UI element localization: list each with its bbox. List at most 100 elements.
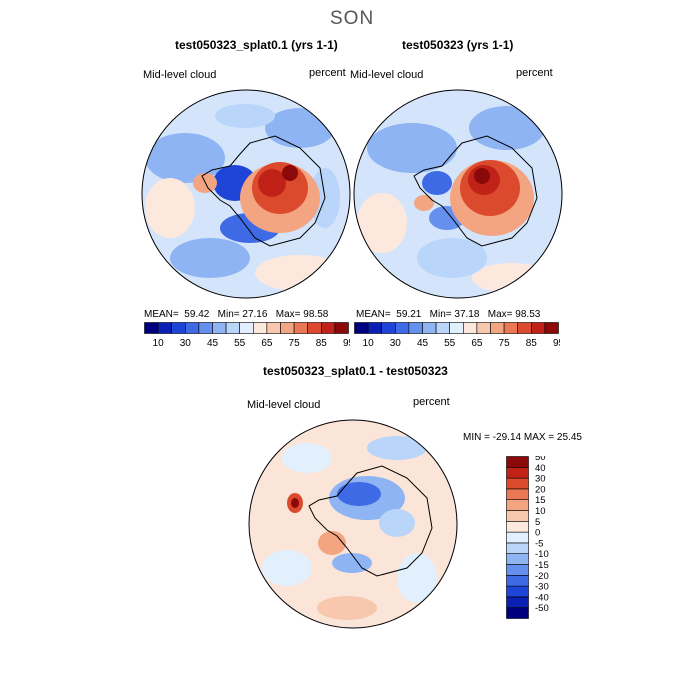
right-colorbar-swatch xyxy=(517,322,532,334)
left-colorbar-tick-label: 65 xyxy=(261,338,273,348)
right-colorbar-tick-label: 10 xyxy=(363,338,375,348)
right-mean-value: 59.21 xyxy=(396,309,422,320)
left-colorbar-swatch xyxy=(198,322,213,334)
left-variable-label: Mid-level cloud xyxy=(143,69,217,81)
diff-units-label: percent xyxy=(413,396,450,408)
right-colorbar-tick-label: 65 xyxy=(471,338,483,348)
diff-colorbar-tick-label: -40 xyxy=(535,592,549,603)
right-colorbar-swatch xyxy=(544,322,559,334)
right-max-value: 98.53 xyxy=(515,309,541,320)
diff-colorbar-tick-label: -20 xyxy=(535,571,549,582)
diff-colorbar-swatch xyxy=(506,521,529,533)
diff-variable-label: Mid-level cloud xyxy=(247,399,321,411)
diff-colorbar-tick-label: 40 xyxy=(535,463,546,474)
left-max-label: Max= xyxy=(275,309,301,320)
diff-colorbar-swatch xyxy=(506,456,529,468)
left-colorbar-tick-label: 85 xyxy=(316,338,328,348)
left-colorbar-tick-label: 30 xyxy=(180,338,192,348)
diff-colorbar-swatch xyxy=(506,467,529,479)
diff-colorbar-swatch xyxy=(506,585,529,598)
diff-polar-map xyxy=(248,419,458,629)
diff-colorbar-tick-label: 30 xyxy=(535,474,546,485)
left-colorbar-swatch xyxy=(212,322,227,334)
right-colorbar-swatch xyxy=(435,322,450,334)
right-variable-label: Mid-level cloud xyxy=(350,69,424,81)
diff-colorbar-swatch xyxy=(506,607,529,619)
left-colorbar-swatch xyxy=(334,322,349,334)
left-mean-value: 59.42 xyxy=(184,309,210,320)
right-colorbar-swatch xyxy=(408,322,423,334)
right-colorbar-swatch xyxy=(449,322,464,334)
left-colorbar-swatch xyxy=(184,322,200,334)
diff-colorbar-tick-label: 10 xyxy=(535,506,546,517)
left-panel-title: test050323_splat0.1 (yrs 1-1) xyxy=(175,38,338,52)
diff-colorbar-tick-label: -15 xyxy=(535,560,549,571)
figure-title: SON xyxy=(330,8,375,29)
diff-colorbar-swatch xyxy=(506,531,529,544)
diff-colorbar-tick-label: 50 xyxy=(535,456,546,463)
left-colorbar-swatch xyxy=(225,322,240,334)
left-max-value: 98.58 xyxy=(303,309,329,320)
left-colorbar-tick-label: 10 xyxy=(153,338,165,348)
diff-colorbar-tick-label: -5 xyxy=(535,538,543,549)
diff-colorbar-swatch xyxy=(506,499,529,511)
left-colorbar-swatch xyxy=(307,322,322,334)
left-colorbar-tick-label: 55 xyxy=(234,338,246,348)
right-min-label: Min= xyxy=(429,309,452,320)
right-colorbar-swatch xyxy=(490,322,505,334)
diff-colorbar-swatch xyxy=(506,510,529,522)
right-colorbar-swatch xyxy=(476,322,491,334)
left-colorbar-tick-label: 45 xyxy=(207,338,219,348)
left-stats: MEAN= 59.42 Min= 27.16 Max= 98.58 xyxy=(144,309,328,320)
left-mean-label: MEAN= xyxy=(144,309,179,320)
right-colorbar-swatch xyxy=(531,322,546,334)
diff-colorbar-swatch xyxy=(506,596,529,608)
diff-colorbar-swatch xyxy=(506,553,529,565)
left-colorbar-swatch xyxy=(239,322,254,334)
right-colorbar-swatch xyxy=(367,322,383,334)
left-colorbar-tick-label: 95 xyxy=(343,338,350,348)
left-min-label: Min= xyxy=(217,309,240,320)
left-colorbar-swatch xyxy=(171,322,186,334)
right-colorbar: 10 30 45 55 65 75 85 95 xyxy=(354,322,560,348)
diff-panel-title: test050323_splat0.1 - test050323 xyxy=(263,364,448,378)
right-colorbar-tick-label: 45 xyxy=(417,338,429,348)
left-colorbar-swatch xyxy=(293,322,309,334)
diff-colorbar-tick-label: -50 xyxy=(535,603,549,614)
right-colorbar-tick-label: 85 xyxy=(526,338,538,348)
right-min-value: 37.18 xyxy=(454,309,480,320)
diff-colorbar-swatch xyxy=(506,564,529,576)
left-colorbar-swatch xyxy=(266,322,281,334)
left-colorbar-swatch xyxy=(157,322,173,334)
diff-colorbar-swatch xyxy=(506,477,529,490)
right-colorbar-swatch xyxy=(354,322,369,334)
right-colorbar-tick-label: 95 xyxy=(553,338,560,348)
right-polar-map xyxy=(353,89,563,299)
left-colorbar-tick-label: 75 xyxy=(289,338,301,348)
left-min-value: 27.16 xyxy=(242,309,268,320)
left-colorbar-swatch xyxy=(144,322,159,334)
left-colorbar-swatch xyxy=(321,322,336,334)
right-mean-label: MEAN= xyxy=(356,309,391,320)
diff-colorbar-tick-label: -30 xyxy=(535,582,549,593)
left-colorbar-swatch xyxy=(280,322,295,334)
diff-colorbar-tick-label: 5 xyxy=(535,517,540,528)
diff-colorbar-tick-label: 0 xyxy=(535,528,540,539)
diff-minmax-text: MIN = -29.14 MAX = 25.45 xyxy=(463,432,582,443)
right-colorbar-tick-label: 55 xyxy=(444,338,456,348)
right-colorbar-swatch xyxy=(394,322,410,334)
right-stats: MEAN= 59.21 Min= 37.18 Max= 98.53 xyxy=(356,309,540,320)
diff-colorbar-swatch xyxy=(506,488,529,501)
right-colorbar-swatch xyxy=(381,322,396,334)
diff-colorbar-swatch xyxy=(506,542,529,555)
right-colorbar-swatch xyxy=(503,322,519,334)
diff-colorbar-swatch xyxy=(506,575,529,587)
right-panel-title: test050323 (yrs 1-1) xyxy=(402,38,514,52)
diff-colorbar-tick-label: -10 xyxy=(535,549,549,560)
right-max-label: Max= xyxy=(487,309,513,320)
left-polar-map xyxy=(141,89,351,299)
right-colorbar-tick-label: 30 xyxy=(390,338,402,348)
right-colorbar-swatch xyxy=(463,322,478,334)
diff-colorbar-tick-label: 20 xyxy=(535,484,546,495)
